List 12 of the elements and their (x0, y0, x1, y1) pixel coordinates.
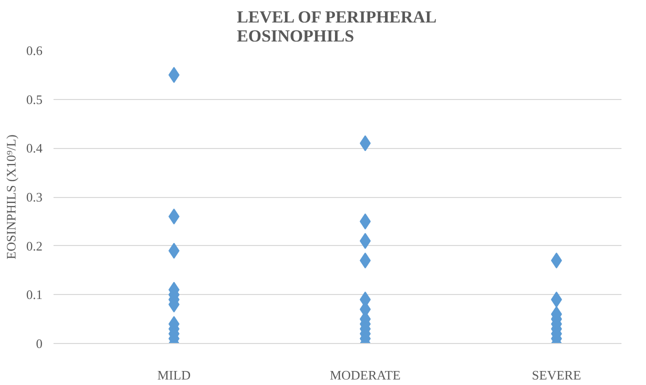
y-tick-label: 0.2 (26, 238, 42, 254)
y-tick-label: 0.5 (26, 92, 42, 107)
x-tick-label: MILD (157, 368, 191, 382)
y-tick-label: 0.1 (26, 287, 42, 302)
y-tick-label: 0.4 (26, 140, 43, 156)
y-tick-label: 0.6 (26, 43, 43, 58)
x-tick-label: MODERATE (330, 368, 401, 382)
chart-title: LEVEL OF PERIPHERAL EOSINOPHILS (236, 8, 437, 46)
y-tick-label: 0.3 (26, 190, 42, 204)
x-tick-label: SEVERE (532, 368, 582, 382)
y-axis-title: EOSINPHILS (X10⁹/L) (3, 134, 18, 260)
y-tick-label: 0 (36, 336, 42, 351)
